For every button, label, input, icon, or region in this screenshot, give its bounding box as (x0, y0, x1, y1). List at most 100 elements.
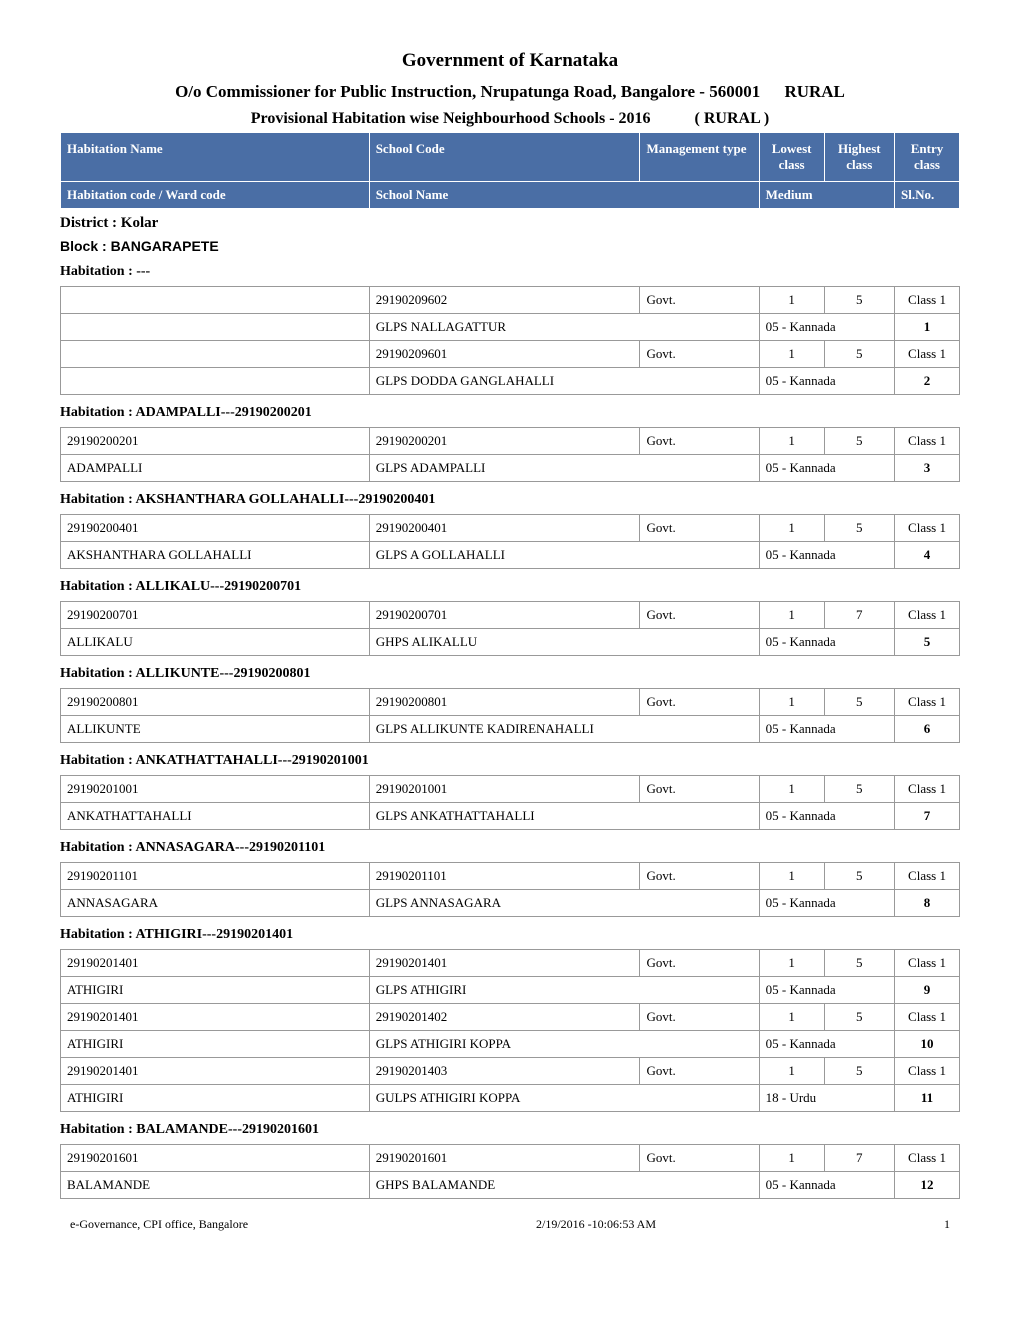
title-sub: O/o Commissioner for Public Instruction,… (60, 82, 960, 102)
table-row: ANKATHATTAHALLIGLPS ANKATHATTAHALLI05 - … (61, 803, 960, 830)
cell-medium: 05 - Kannada (759, 629, 894, 656)
habitation-data-table: 2919020080129190200801Govt.15Class 1ALLI… (60, 688, 960, 743)
cell-highest: 5 (824, 776, 894, 803)
cell-mgmt: Govt. (640, 950, 759, 977)
hdr-mgmt-type: Management type (640, 133, 759, 182)
cell-highest: 5 (824, 515, 894, 542)
title-provisional: Provisional Habitation wise Neighbourhoo… (60, 110, 960, 128)
cell-hab-name: BALAMANDE (61, 1172, 370, 1199)
cell-hab-name (61, 368, 370, 395)
cell-highest: 5 (824, 1058, 894, 1085)
cell-school-code: 29190201101 (369, 863, 640, 890)
cell-hab-code (61, 341, 370, 368)
hdr-highest: Highest class (824, 133, 894, 182)
cell-school-code: 29190201001 (369, 776, 640, 803)
habitation-label: Habitation : ALLIKALU---29190200701 (60, 579, 960, 595)
cell-school-code: 29190200201 (369, 428, 640, 455)
cell-school-code: 29190209601 (369, 341, 640, 368)
table-row: ATHIGIRIGLPS ATHIGIRI05 - Kannada9 (61, 977, 960, 1004)
cell-mgmt: Govt. (640, 689, 759, 716)
cell-lowest: 1 (759, 1145, 824, 1172)
habitation-label: Habitation : ANNASAGARA---29190201101 (60, 840, 960, 856)
table-row: ADAMPALLIGLPS ADAMPALLI05 - Kannada3 (61, 455, 960, 482)
cell-slno: 3 (894, 455, 959, 482)
cell-school-code: 29190200401 (369, 515, 640, 542)
cell-medium: 05 - Kannada (759, 977, 894, 1004)
hdr-entry: Entry class (894, 133, 959, 182)
cell-hab-code (61, 287, 370, 314)
cell-hab-code: 29190201401 (61, 1004, 370, 1031)
cell-slno: 11 (894, 1085, 959, 1112)
habitation-label: Habitation : ALLIKUNTE---29190200801 (60, 666, 960, 682)
cell-medium: 05 - Kannada (759, 368, 894, 395)
cell-entry: Class 1 (894, 689, 959, 716)
hdr-slno: Sl.No. (894, 182, 959, 209)
cell-mgmt: Govt. (640, 1004, 759, 1031)
cell-slno: 10 (894, 1031, 959, 1058)
cell-medium: 05 - Kannada (759, 890, 894, 917)
cell-mgmt: Govt. (640, 602, 759, 629)
habitation-data-table: 2919020160129190201601Govt.17Class 1BALA… (60, 1144, 960, 1199)
cell-mgmt: Govt. (640, 863, 759, 890)
cell-highest: 5 (824, 287, 894, 314)
footer-right: 1 (944, 1217, 950, 1232)
habitation-label: Habitation : --- (60, 264, 960, 280)
cell-hab-name: ANNASAGARA (61, 890, 370, 917)
cell-highest: 5 (824, 428, 894, 455)
cell-highest: 5 (824, 341, 894, 368)
cell-hab-code: 29190201401 (61, 1058, 370, 1085)
habitation-data-table: 2919020100129190201001Govt.15Class 1ANKA… (60, 775, 960, 830)
cell-school-name: GHPS BALAMANDE (369, 1172, 759, 1199)
cell-medium: 05 - Kannada (759, 1172, 894, 1199)
footer-left: e-Governance, CPI office, Bangalore (70, 1217, 248, 1232)
page-footer: e-Governance, CPI office, Bangalore 2/19… (60, 1217, 960, 1232)
cell-highest: 5 (824, 689, 894, 716)
footer-center: 2/19/2016 -10:06:53 AM (536, 1217, 656, 1232)
cell-lowest: 1 (759, 689, 824, 716)
cell-hab-name: ANKATHATTAHALLI (61, 803, 370, 830)
hdr-habitation-code: Habitation code / Ward code (61, 182, 370, 209)
cell-hab-code: 29190200201 (61, 428, 370, 455)
cell-school-name: GLPS DODDA GANGLAHALLI (369, 368, 759, 395)
cell-medium: 05 - Kannada (759, 542, 894, 569)
table-row: ANNASAGARAGLPS ANNASAGARA05 - Kannada8 (61, 890, 960, 917)
table-row: 2919020140129190201401Govt.15Class 1 (61, 950, 960, 977)
cell-entry: Class 1 (894, 602, 959, 629)
cell-mgmt: Govt. (640, 776, 759, 803)
title-prov-text: Provisional Habitation wise Neighbourhoo… (251, 110, 651, 127)
table-row: 2919020100129190201001Govt.15Class 1 (61, 776, 960, 803)
habitation-data-table: 2919020020129190200201Govt.15Class 1ADAM… (60, 427, 960, 482)
cell-entry: Class 1 (894, 1004, 959, 1031)
habitation-data-table: 29190209602Govt.15Class 1GLPS NALLAGATTU… (60, 286, 960, 395)
rural-tag: RURAL (784, 82, 844, 101)
title-sub-text: O/o Commissioner for Public Instruction,… (175, 82, 760, 101)
hdr-school-name: School Name (369, 182, 759, 209)
cell-hab-name (61, 314, 370, 341)
cell-school-name: GLPS ATHIGIRI KOPPA (369, 1031, 759, 1058)
table-row: 2919020110129190201101Govt.15Class 1 (61, 863, 960, 890)
cell-lowest: 1 (759, 950, 824, 977)
cell-slno: 1 (894, 314, 959, 341)
habitation-label: Habitation : ATHIGIRI---29190201401 (60, 927, 960, 943)
cell-mgmt: Govt. (640, 515, 759, 542)
table-row: GLPS NALLAGATTUR05 - Kannada1 (61, 314, 960, 341)
block-line: Block : BANGARAPETE (60, 238, 960, 254)
rural-paren: ( RURAL ) (695, 110, 770, 127)
cell-school-code: 29190201403 (369, 1058, 640, 1085)
cell-slno: 12 (894, 1172, 959, 1199)
table-row: ATHIGIRIGULPS ATHIGIRI KOPPA18 - Urdu11 (61, 1085, 960, 1112)
table-row: AKSHANTHARA GOLLAHALLIGLPS A GOLLAHALLI0… (61, 542, 960, 569)
table-row: 29190209602Govt.15Class 1 (61, 287, 960, 314)
habitation-data-table: 2919020110129190201101Govt.15Class 1ANNA… (60, 862, 960, 917)
cell-slno: 7 (894, 803, 959, 830)
cell-medium: 05 - Kannada (759, 716, 894, 743)
cell-entry: Class 1 (894, 950, 959, 977)
cell-entry: Class 1 (894, 1058, 959, 1085)
cell-hab-name: ADAMPALLI (61, 455, 370, 482)
table-row: 2919020070129190200701Govt.17Class 1 (61, 602, 960, 629)
table-row: 29190209601Govt.15Class 1 (61, 341, 960, 368)
table-row: 2919020020129190200201Govt.15Class 1 (61, 428, 960, 455)
table-row: 2919020040129190200401Govt.15Class 1 (61, 515, 960, 542)
cell-lowest: 1 (759, 776, 824, 803)
cell-lowest: 1 (759, 287, 824, 314)
